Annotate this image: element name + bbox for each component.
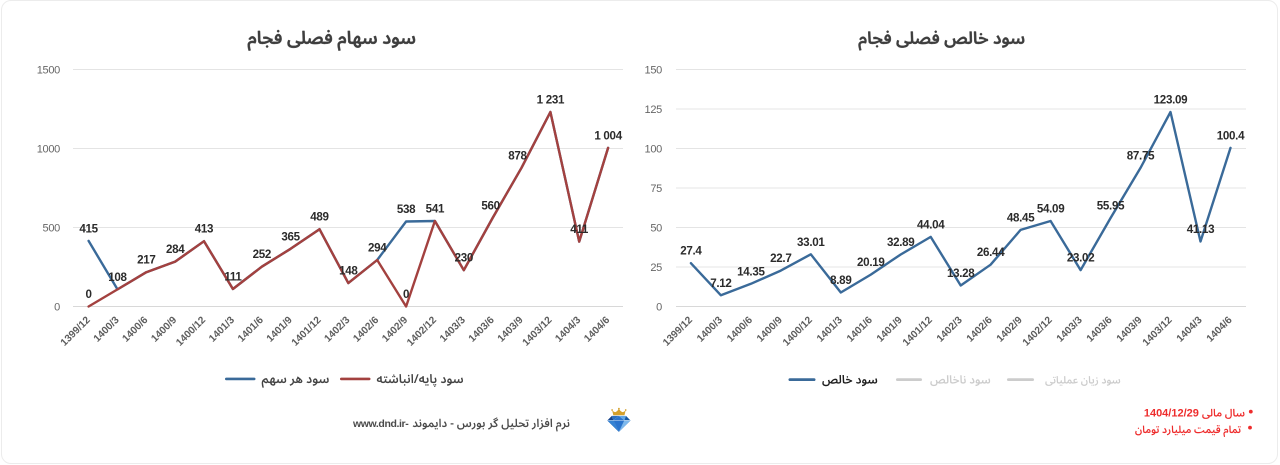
svg-text:415: 415 bbox=[79, 222, 98, 235]
svg-text:1404/3: 1404/3 bbox=[554, 315, 584, 345]
svg-text:1400/12: 1400/12 bbox=[174, 315, 208, 349]
svg-text:500: 500 bbox=[43, 223, 61, 235]
svg-text:1400/3: 1400/3 bbox=[92, 315, 122, 345]
svg-text:1400/3: 1400/3 bbox=[695, 315, 725, 345]
svg-text:50: 50 bbox=[650, 223, 662, 235]
svg-text:0: 0 bbox=[54, 302, 60, 314]
svg-text:125: 125 bbox=[645, 104, 663, 116]
svg-text:1403/6: 1403/6 bbox=[1085, 315, 1115, 345]
svg-text:489: 489 bbox=[310, 211, 329, 224]
svg-text:1401/3: 1401/3 bbox=[815, 315, 845, 345]
svg-text:1402/3: 1402/3 bbox=[935, 315, 965, 345]
svg-text:230: 230 bbox=[455, 252, 473, 265]
svg-text:541: 541 bbox=[426, 203, 445, 216]
svg-text:150: 150 bbox=[645, 65, 663, 77]
svg-text:538: 538 bbox=[397, 203, 416, 216]
svg-text:1402/3: 1402/3 bbox=[323, 315, 353, 345]
svg-text:23.02: 23.02 bbox=[1067, 252, 1095, 265]
svg-text:100.4: 100.4 bbox=[1217, 129, 1245, 142]
svg-text:108: 108 bbox=[108, 271, 127, 284]
svg-text:44.04: 44.04 bbox=[917, 218, 945, 231]
svg-text:1401/3: 1401/3 bbox=[207, 315, 237, 345]
svg-text:1400/6: 1400/6 bbox=[121, 315, 151, 345]
svg-text:22.7: 22.7 bbox=[770, 252, 791, 265]
svg-text:1401/12: 1401/12 bbox=[290, 315, 324, 349]
svg-text:1 231: 1 231 bbox=[537, 94, 565, 107]
svg-text:1403/6: 1403/6 bbox=[467, 315, 497, 345]
svg-text:14.35: 14.35 bbox=[737, 265, 765, 278]
svg-text:1402/12: 1402/12 bbox=[405, 315, 439, 349]
svg-text:1403/12: 1403/12 bbox=[1141, 315, 1175, 349]
svg-text:26.44: 26.44 bbox=[977, 246, 1005, 259]
svg-text:33.01: 33.01 bbox=[797, 236, 825, 249]
svg-text:1403/3: 1403/3 bbox=[1055, 315, 1085, 345]
svg-text:54.09: 54.09 bbox=[1037, 203, 1065, 216]
svg-text:294: 294 bbox=[368, 242, 387, 255]
svg-text:1399/12: 1399/12 bbox=[59, 315, 93, 349]
svg-text:7.12: 7.12 bbox=[710, 277, 731, 290]
svg-text:0: 0 bbox=[86, 288, 92, 301]
svg-text:1401/6: 1401/6 bbox=[845, 315, 875, 345]
svg-text:365: 365 bbox=[281, 230, 300, 243]
svg-text:878: 878 bbox=[508, 149, 527, 162]
svg-text:1403/3: 1403/3 bbox=[438, 315, 468, 345]
svg-text:1404/6: 1404/6 bbox=[582, 315, 612, 345]
svg-text:411: 411 bbox=[570, 223, 589, 236]
svg-text:284: 284 bbox=[166, 243, 185, 256]
svg-text:1 004: 1 004 bbox=[594, 129, 622, 142]
svg-text:13.28: 13.28 bbox=[947, 267, 975, 280]
svg-text:1402/12: 1402/12 bbox=[1021, 315, 1055, 349]
svg-text:1399/12: 1399/12 bbox=[661, 315, 695, 349]
svg-text:27.4: 27.4 bbox=[680, 245, 702, 258]
svg-text:1000: 1000 bbox=[37, 144, 60, 156]
svg-text:217: 217 bbox=[137, 254, 155, 267]
svg-text:48.45: 48.45 bbox=[1007, 211, 1035, 224]
svg-text:111: 111 bbox=[224, 271, 242, 284]
svg-text:1404/6: 1404/6 bbox=[1205, 315, 1235, 345]
svg-text:75: 75 bbox=[650, 183, 662, 195]
svg-text:1400/6: 1400/6 bbox=[725, 315, 755, 345]
svg-text:0: 0 bbox=[403, 288, 409, 301]
svg-text:41.13: 41.13 bbox=[1187, 223, 1215, 236]
svg-text:413: 413 bbox=[195, 223, 214, 236]
svg-text:123.09: 123.09 bbox=[1154, 94, 1189, 107]
svg-text:252: 252 bbox=[253, 248, 271, 261]
svg-text:1402/6: 1402/6 bbox=[965, 315, 995, 345]
svg-text:55.95: 55.95 bbox=[1097, 200, 1125, 213]
svg-text:1403/12: 1403/12 bbox=[521, 315, 555, 349]
svg-text:8.89: 8.89 bbox=[830, 274, 852, 287]
svg-text:100: 100 bbox=[645, 144, 663, 156]
svg-text:148: 148 bbox=[339, 265, 358, 278]
svg-text:1401/6: 1401/6 bbox=[236, 315, 266, 345]
svg-text:0: 0 bbox=[656, 302, 662, 314]
svg-text:1400/12: 1400/12 bbox=[781, 315, 815, 349]
svg-text:1404/3: 1404/3 bbox=[1175, 315, 1205, 345]
svg-text:20.19: 20.19 bbox=[857, 256, 885, 269]
svg-text:1404/12/29: 1404/12/29 bbox=[1144, 408, 1199, 420]
svg-text:1500: 1500 bbox=[37, 65, 60, 77]
svg-text:www.dnd.ir-: www.dnd.ir- bbox=[352, 418, 409, 430]
svg-text:1401/12: 1401/12 bbox=[901, 315, 935, 349]
svg-text:87.75: 87.75 bbox=[1127, 149, 1155, 162]
svg-text:1402/6: 1402/6 bbox=[352, 315, 382, 345]
svg-text:32.89: 32.89 bbox=[887, 236, 915, 249]
svg-text:560: 560 bbox=[481, 200, 499, 213]
svg-text:25: 25 bbox=[650, 262, 662, 274]
